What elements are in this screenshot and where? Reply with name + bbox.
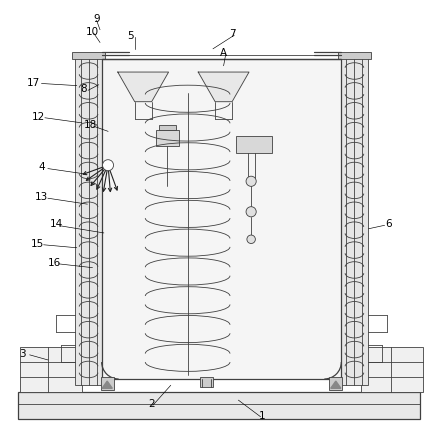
- Text: 16: 16: [48, 257, 61, 267]
- Bar: [236, 137, 272, 153]
- Bar: [72, 52, 105, 59]
- Bar: [341, 57, 368, 385]
- Text: 4: 4: [38, 162, 45, 172]
- Text: 18: 18: [84, 120, 97, 130]
- Text: 12: 12: [32, 111, 45, 121]
- Circle shape: [246, 206, 256, 217]
- Polygon shape: [118, 72, 169, 102]
- Bar: [101, 377, 113, 390]
- Text: 2: 2: [148, 400, 155, 410]
- Circle shape: [246, 176, 256, 186]
- Text: 9: 9: [93, 14, 100, 24]
- Text: 5: 5: [127, 31, 134, 41]
- Text: 14: 14: [50, 219, 63, 229]
- Text: 17: 17: [27, 78, 40, 88]
- Text: 1: 1: [258, 411, 265, 421]
- Text: 15: 15: [31, 238, 44, 248]
- Text: 10: 10: [86, 27, 99, 37]
- Bar: [18, 392, 420, 419]
- Text: 8: 8: [81, 84, 87, 94]
- Text: A: A: [220, 48, 227, 58]
- Bar: [200, 377, 213, 388]
- Bar: [330, 377, 342, 390]
- Bar: [75, 57, 102, 385]
- Polygon shape: [102, 381, 112, 388]
- Bar: [102, 59, 341, 379]
- Text: 3: 3: [19, 349, 26, 359]
- Circle shape: [247, 235, 255, 244]
- Text: 13: 13: [35, 192, 48, 202]
- Bar: [159, 125, 176, 130]
- Bar: [20, 347, 82, 392]
- Bar: [361, 347, 423, 392]
- Text: 7: 7: [229, 29, 235, 39]
- Circle shape: [102, 160, 113, 171]
- Polygon shape: [331, 381, 341, 388]
- Text: 6: 6: [385, 219, 392, 229]
- Bar: [338, 52, 371, 59]
- Polygon shape: [198, 72, 249, 102]
- Bar: [156, 130, 179, 146]
